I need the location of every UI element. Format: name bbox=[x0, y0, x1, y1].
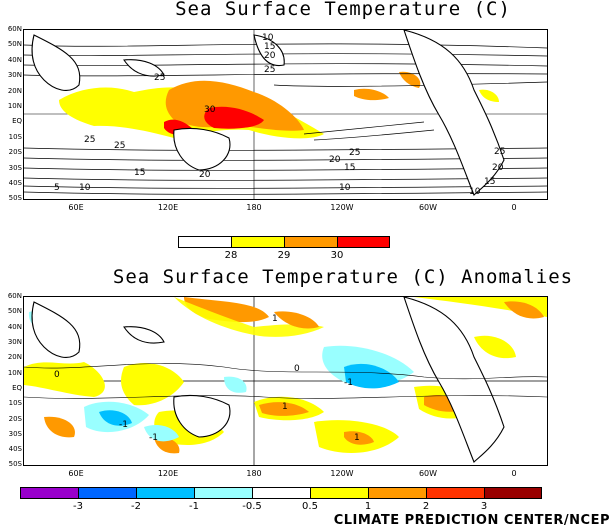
contour-label: 20 bbox=[329, 155, 341, 165]
sst-anomalies-title: Sea Surface Temperature (C) Anomalies bbox=[112, 266, 574, 288]
lat-label: EQ bbox=[12, 117, 22, 125]
legend-swatch bbox=[20, 487, 78, 499]
contour-label: 0 bbox=[54, 370, 60, 380]
lon-label: 60W bbox=[418, 203, 438, 212]
lat-label: 10N bbox=[7, 369, 22, 377]
contour-label: 25 bbox=[494, 147, 505, 157]
lat-label: 20S bbox=[8, 415, 22, 423]
legend-swatch bbox=[426, 487, 484, 499]
lat-label: 50S bbox=[8, 460, 22, 468]
lon-label: 0 bbox=[511, 469, 517, 478]
legend-label: -3 bbox=[73, 501, 83, 512]
lat-label: 10S bbox=[8, 133, 22, 141]
lat-label: 10N bbox=[7, 102, 22, 110]
contour-label: 1 bbox=[354, 433, 360, 443]
lat-label: 40S bbox=[8, 445, 22, 453]
legend-swatch bbox=[136, 487, 194, 499]
lat-label: 40S bbox=[8, 179, 22, 187]
lat-label: 30S bbox=[8, 430, 22, 438]
legend-label: 28 bbox=[224, 250, 238, 261]
lat-label: 40N bbox=[7, 56, 22, 64]
lat-label: 50N bbox=[7, 40, 22, 48]
credit-text: CLIMATE PREDICTION CENTER/NCEP bbox=[333, 513, 610, 528]
lat-label: 60N bbox=[7, 25, 22, 33]
sst-anomaly-map: 1 -1 -1 1 1 0 0 -1 bbox=[23, 296, 548, 466]
legend-label: 29 bbox=[277, 250, 291, 261]
legend-swatch bbox=[368, 487, 426, 499]
lon-label: 120E bbox=[157, 469, 179, 478]
lat-label: 10S bbox=[8, 399, 22, 407]
contour-label: 10 bbox=[262, 33, 274, 43]
legend-label: 3 bbox=[480, 501, 488, 512]
legend-swatch bbox=[231, 236, 284, 248]
legend-swatch bbox=[194, 487, 252, 499]
contour-label: 25 bbox=[264, 65, 275, 75]
legend-swatch bbox=[78, 487, 136, 499]
contour-label: 15 bbox=[134, 168, 145, 178]
lat-label: 30N bbox=[7, 338, 22, 346]
contour-label: 25 bbox=[349, 148, 360, 158]
lon-label: 120W bbox=[330, 203, 354, 212]
lon-label: 0 bbox=[511, 203, 517, 212]
lat-label: 50N bbox=[7, 307, 22, 315]
lat-label: 30N bbox=[7, 71, 22, 79]
lat-label: 20S bbox=[8, 148, 22, 156]
contour-label: 5 bbox=[54, 183, 60, 193]
legend-swatch bbox=[310, 487, 368, 499]
contour-label: 20 bbox=[199, 170, 211, 180]
legend-label: 30 bbox=[330, 250, 344, 261]
contour-label: 15 bbox=[484, 177, 495, 187]
legend-swatch bbox=[284, 236, 337, 248]
legend-label: 2 bbox=[422, 501, 430, 512]
lat-label: 40N bbox=[7, 323, 22, 331]
lon-label: 180 bbox=[246, 469, 262, 478]
lon-label: 60W bbox=[418, 469, 438, 478]
legend-label: -1 bbox=[189, 501, 199, 512]
lon-label: 180 bbox=[246, 203, 262, 212]
lon-label: 120W bbox=[330, 469, 354, 478]
lon-label: 60E bbox=[68, 203, 84, 212]
contour-label: 10 bbox=[79, 183, 91, 193]
lon-label: 120E bbox=[157, 203, 179, 212]
legend-swatch bbox=[337, 236, 390, 248]
lat-label: 20N bbox=[7, 353, 22, 361]
lat-label: 20N bbox=[7, 87, 22, 95]
contour-label: -1 bbox=[119, 420, 128, 430]
lat-label: 60N bbox=[7, 292, 22, 300]
contour-label: 15 bbox=[344, 163, 355, 173]
anomaly-color-legend bbox=[20, 487, 542, 499]
legend-swatch bbox=[484, 487, 542, 499]
contour-label: 25 bbox=[154, 73, 165, 83]
lon-label: 60E bbox=[68, 469, 84, 478]
contour-label: 15 bbox=[264, 42, 275, 52]
contour-label: 10 bbox=[469, 187, 481, 197]
contour-label: 10 bbox=[339, 183, 351, 193]
contour-label: 1 bbox=[282, 402, 288, 412]
contour-label: 20 bbox=[492, 163, 504, 173]
legend-label: 0.5 bbox=[302, 501, 318, 512]
legend-label: -2 bbox=[131, 501, 141, 512]
sst-title: Sea Surface Temperature (C) bbox=[175, 0, 511, 20]
contour-label: 30 bbox=[204, 105, 216, 115]
sst-color-legend bbox=[178, 236, 390, 248]
contour-label: 1 bbox=[272, 314, 278, 324]
legend-label: 1 bbox=[364, 501, 372, 512]
sst-map: 10 15 20 25 30 25 25 25 20 15 10 5 10 15… bbox=[23, 29, 548, 200]
contour-label: 0 bbox=[294, 364, 300, 374]
contour-label: 20 bbox=[264, 51, 276, 61]
legend-swatch bbox=[178, 236, 231, 248]
lat-label: 50S bbox=[8, 194, 22, 202]
lat-label: 30S bbox=[8, 164, 22, 172]
contour-label: 25 bbox=[114, 141, 125, 151]
contour-label: -1 bbox=[149, 433, 158, 443]
contour-label: -1 bbox=[344, 378, 353, 388]
legend-label: -0.5 bbox=[242, 501, 262, 512]
lat-label: EQ bbox=[12, 384, 22, 392]
legend-swatch bbox=[252, 487, 310, 499]
contour-label: 25 bbox=[84, 135, 95, 145]
